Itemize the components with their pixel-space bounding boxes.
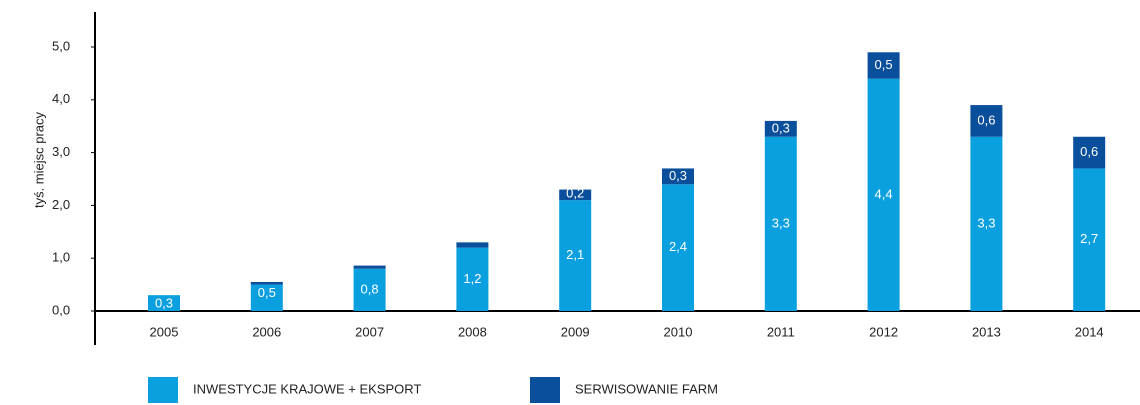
value-label: 3,3 [977, 215, 995, 230]
y-tick-label: 1,0 [52, 250, 70, 265]
bar-segment [1073, 168, 1106, 311]
value-label: 3,3 [772, 215, 790, 230]
bar-segment [456, 242, 489, 248]
value-label: 0,8 [361, 281, 379, 296]
value-label: 0,6 [977, 112, 995, 127]
x-tick-label: 2011 [767, 324, 795, 339]
value-label: 4,4 [875, 186, 893, 201]
x-tick-label: 2008 [458, 324, 487, 339]
value-label: 0,2 [566, 185, 584, 200]
bar-segment [662, 168, 694, 185]
y-tick-label: 4,0 [52, 91, 70, 106]
value-label: 0,6 [1080, 144, 1098, 159]
value-label: 1,2 [463, 271, 481, 286]
bar-segment [970, 136, 1003, 311]
value-label: 0,5 [258, 285, 276, 300]
x-tick-label: 2010 [664, 324, 693, 339]
bar-segment [867, 52, 900, 79]
bar-segment [456, 247, 489, 311]
bar-segment [148, 295, 180, 311]
y-tick-label: 0,0 [52, 302, 70, 317]
x-tick-label: 2007 [355, 324, 384, 339]
value-label: 0,3 [669, 168, 687, 183]
y-tick-label: 3,0 [52, 144, 70, 159]
y-tick-label: 5,0 [52, 38, 70, 53]
y-axis-title: tyś. miejsc pracy [31, 111, 46, 208]
value-label: 2,1 [566, 247, 584, 262]
x-tick-label: 2012 [869, 324, 898, 339]
y-tick-label: 2,0 [52, 197, 70, 212]
value-label: 0,5 [875, 57, 893, 72]
value-label: 0,3 [772, 120, 790, 135]
x-tick-label: 2006 [252, 324, 281, 339]
bar-segment [353, 265, 386, 269]
bar-segment [353, 268, 386, 311]
bar-segment [662, 184, 694, 311]
value-label: 2,7 [1080, 231, 1098, 246]
bar-segment [764, 120, 797, 137]
bar-segment [559, 200, 592, 311]
bar-segment [250, 281, 283, 285]
legend-swatch [148, 377, 178, 403]
x-tick-label: 2009 [561, 324, 590, 339]
x-tick-label: 2005 [150, 324, 179, 339]
bar-segment [250, 284, 283, 311]
legend-swatch [530, 377, 560, 403]
legend-label: INWESTYCJE KRAJOWE + EKSPORT [193, 381, 421, 396]
bar-segment [970, 105, 1003, 137]
value-label: 2,4 [669, 239, 687, 254]
bar-segment [559, 189, 592, 201]
x-tick-label: 2014 [1075, 324, 1104, 339]
x-tick-label: 2013 [972, 324, 1001, 339]
legend-label: SERWISOWANIE FARM [575, 381, 718, 396]
bar-segment [1073, 136, 1106, 169]
bar-segment [764, 136, 797, 311]
value-label: 0,3 [155, 296, 173, 311]
bar-segment [867, 78, 900, 312]
